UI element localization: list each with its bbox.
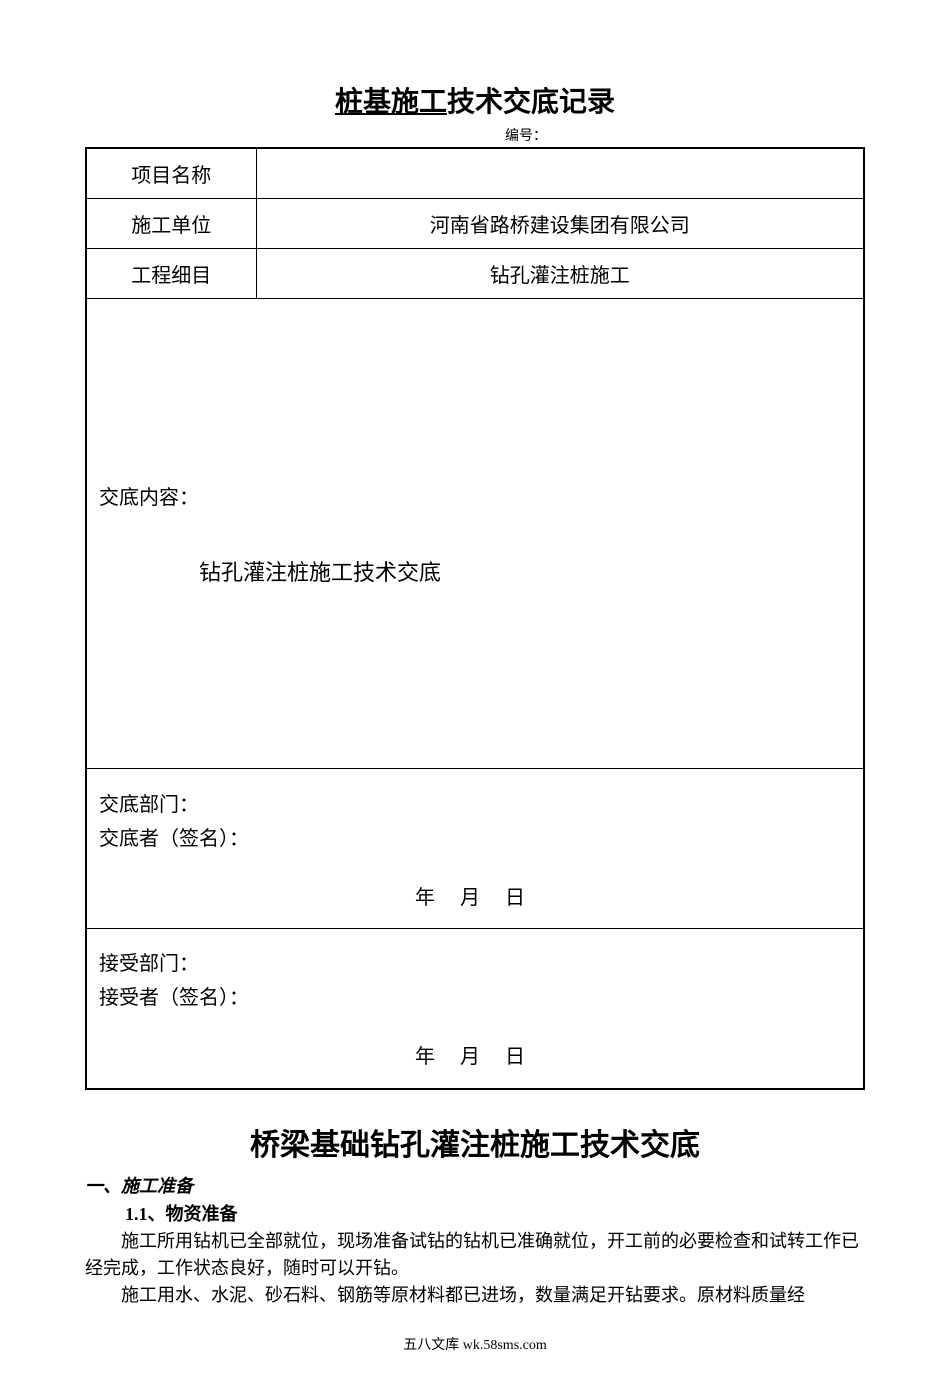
- table-row: 接受部门： 接受者（签名）： 年 月 日: [86, 929, 864, 1089]
- project-name-label: 项目名称: [86, 148, 256, 199]
- receive-date: 年 月 日: [99, 1040, 851, 1069]
- table-row: 项目名称: [86, 148, 864, 199]
- deliver-date: 年 月 日: [99, 881, 851, 910]
- paragraph-2: 施工用水、水泥、砂石料、钢筋等原材料都已进场，数量满足开钻要求。原材料质量经: [85, 1282, 865, 1309]
- content-label: 交底内容：: [99, 481, 851, 510]
- table-row: 交底部门： 交底者（签名）： 年 月 日: [86, 769, 864, 929]
- paragraph-2-text: 施工用水、水泥、砂石料、钢筋等原材料都已进场，数量满足开钻要求。原材料质量经: [121, 1285, 805, 1305]
- table-row: 工程细目 钻孔灌注桩施工: [86, 249, 864, 299]
- content-cell: 交底内容： 钻孔灌注桩施工技术交底: [86, 299, 864, 769]
- construction-unit-value: 河南省路桥建设集团有限公司: [256, 199, 864, 249]
- project-name-value: [256, 148, 864, 199]
- title-rest: 技术交底记录: [447, 87, 615, 118]
- deliver-cell: 交底部门： 交底者（签名）： 年 月 日: [86, 769, 864, 929]
- section-title: 桥梁基础钻孔灌注桩施工技术交底: [85, 1120, 865, 1164]
- title-underlined: 桩基施工: [335, 87, 447, 118]
- table-row: 施工单位 河南省路桥建设集团有限公司: [86, 199, 864, 249]
- deliver-signer-label: 交底者（签名）：: [99, 822, 851, 856]
- project-detail-value: 钻孔灌注桩施工: [256, 249, 864, 299]
- project-detail-label: 工程细目: [86, 249, 256, 299]
- construction-unit-label: 施工单位: [86, 199, 256, 249]
- serial-number-label: 编号：: [505, 125, 865, 145]
- paragraph-1: 施工所用钻机已全部就位，现场准备试钻的钻机已准确就位，开工前的必要检查和试转工作…: [85, 1228, 865, 1282]
- content-title: 钻孔灌注桩施工技术交底: [199, 555, 851, 587]
- receive-dept-label: 接受部门：: [99, 947, 851, 981]
- deliver-dept-label: 交底部门：: [99, 788, 851, 822]
- page-title: 桩基施工技术交底记录: [85, 80, 865, 120]
- record-table: 项目名称 施工单位 河南省路桥建设集团有限公司 工程细目 钻孔灌注桩施工 交底内…: [85, 147, 865, 1090]
- receive-signer-label: 接受者（签名）：: [99, 981, 851, 1015]
- table-row: 交底内容： 钻孔灌注桩施工技术交底: [86, 299, 864, 769]
- paragraph-1-text: 施工所用钻机已全部就位，现场准备试钻的钻机已准确就位，开工前的必要检查和试转工作…: [85, 1231, 859, 1278]
- heading-1: 一、施工准备: [85, 1172, 865, 1198]
- receive-cell: 接受部门： 接受者（签名）： 年 月 日: [86, 929, 864, 1089]
- subheading-1-1: 1.1、物资准备: [125, 1200, 865, 1226]
